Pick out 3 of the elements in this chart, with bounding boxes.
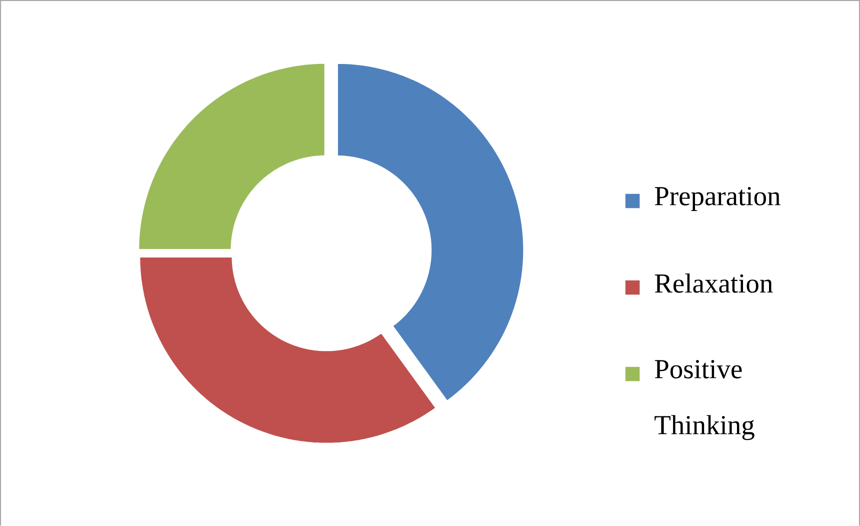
legend-label: Relaxation [654,273,773,293]
category-label: Positive Thinking [654,360,754,440]
legend-label: Preparation [654,186,780,211]
